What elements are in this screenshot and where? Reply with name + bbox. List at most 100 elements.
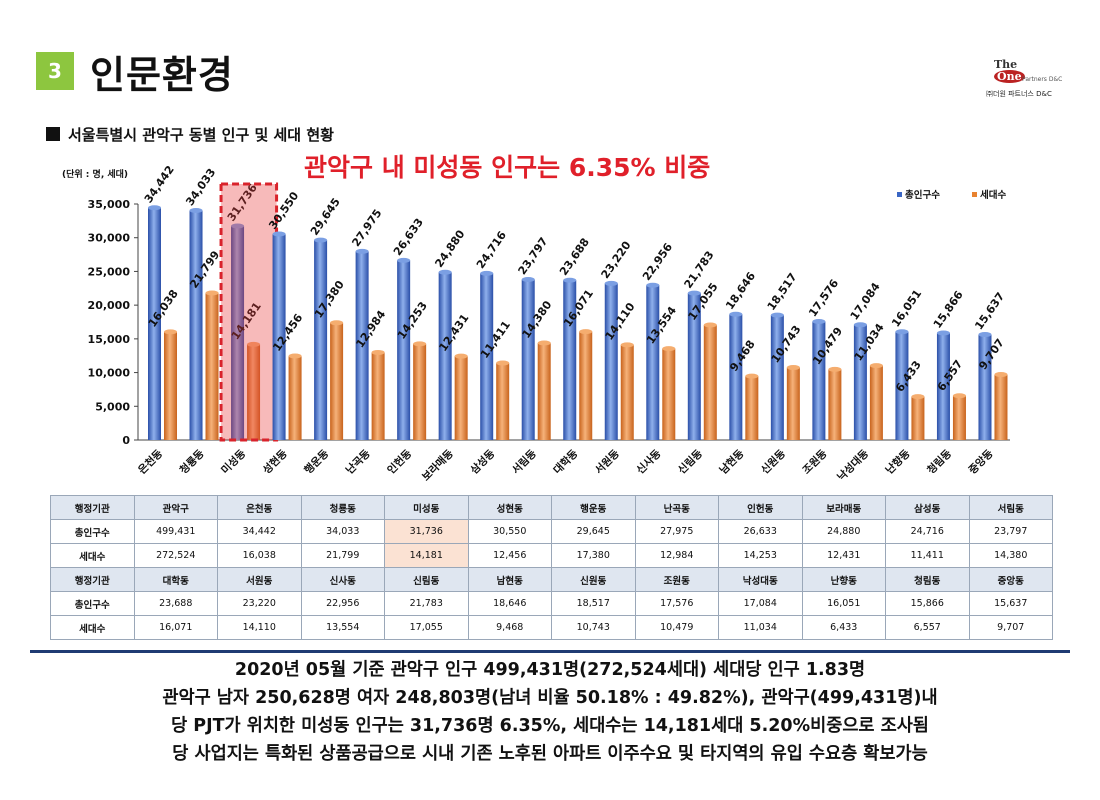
bar-households-cap xyxy=(620,342,634,348)
table-cell: 23,797 xyxy=(968,519,1053,544)
bar-population-cap xyxy=(812,318,826,324)
table-cell: 신원동 xyxy=(551,567,636,592)
population-bar-chart: 0 5,000 10,000 15,000 20,000 25,000 30,000 35,0… xyxy=(88,163,1010,484)
bar-population xyxy=(272,234,286,440)
bar-population-cap xyxy=(397,257,411,263)
bar-population xyxy=(978,334,992,440)
bar-households xyxy=(247,344,261,440)
table-cell: 6,557 xyxy=(885,615,970,640)
table-cell: 6,433 xyxy=(801,615,886,640)
bar-population-cap xyxy=(563,277,577,283)
table-cell: 34,442 xyxy=(217,519,302,544)
bar-households xyxy=(786,367,800,440)
x-category-label: 낙성대동 xyxy=(835,447,872,484)
table-cell: 22,956 xyxy=(300,591,385,616)
bar-households-cap xyxy=(537,340,551,346)
bar-households xyxy=(869,365,883,440)
x-category-label: 인헌동 xyxy=(385,447,415,477)
bar-population-cap xyxy=(272,231,286,237)
table-cell: 조원동 xyxy=(634,567,719,592)
bar-households-cap xyxy=(745,373,759,379)
table-cell: 24,880 xyxy=(801,519,886,544)
chart-legend: 총인구수 세대수 xyxy=(897,189,1006,201)
table-cell: 17,055 xyxy=(384,615,469,640)
bar-households-cap xyxy=(288,353,302,359)
table-cell: 31,736 xyxy=(384,519,469,544)
bar-population-cap xyxy=(729,311,743,317)
bar-population-cap xyxy=(687,290,701,296)
y-tick-label: 5,000 xyxy=(95,400,130,413)
bar-households-cap xyxy=(828,366,842,372)
table-cell: 인헌동 xyxy=(718,495,803,520)
bar-households-cap xyxy=(703,322,717,328)
bar-population xyxy=(853,324,867,440)
table-row-header: 행정기관 xyxy=(50,495,135,520)
table-cell: 17,380 xyxy=(551,543,636,568)
unit-label: (단위 : 명, 세대) xyxy=(62,170,129,180)
table-cell: 21,783 xyxy=(384,591,469,616)
x-category-label: 중앙동 xyxy=(967,447,996,476)
company-logo: The One Partners D&C ㈜더원 파트너스 D&C xyxy=(982,58,1074,102)
table-cell: 30,550 xyxy=(467,519,552,544)
bar-population-cap xyxy=(770,312,784,318)
value-label-population: 15,637 xyxy=(972,290,1007,332)
bar-population xyxy=(812,321,826,440)
value-label-population: 23,797 xyxy=(516,235,551,277)
summary-text: 2020년 05월 기준 관악구 인구 499,431명(272,524세대) … xyxy=(30,656,1070,768)
table-header-row: 행정기관 관악구 은천동 청룡동 미성동 성현동 행운동 난곡동 인헌동 보라매동 삼성동 서림동 xyxy=(50,495,1053,520)
logo-text-company: ㈜더원 파트너스 D&C xyxy=(986,90,1052,98)
y-tick-label: 30,000 xyxy=(88,232,131,245)
bar-population-cap xyxy=(231,223,245,229)
x-category-label: 미성동 xyxy=(218,447,248,477)
x-category-label: 조원동 xyxy=(800,447,830,477)
table-cell: 12,431 xyxy=(801,543,886,568)
bar-households xyxy=(164,331,177,440)
bar-households-cap xyxy=(164,329,177,335)
summary-line: 관악구 남자 250,628명 여자 248,803명(남녀 비율 50.18%… xyxy=(162,688,938,708)
bar-households-cap xyxy=(413,341,427,347)
table-cell: 삼성동 xyxy=(885,495,970,520)
bar-households xyxy=(371,352,385,440)
summary-line: 2020년 05월 기준 관악구 인구 499,431명(272,524세대) … xyxy=(234,660,866,680)
legend-swatch xyxy=(972,192,977,197)
section-number-badge: 3 xyxy=(36,52,74,90)
bar-population-cap xyxy=(148,205,161,211)
table-cell: 14,110 xyxy=(217,615,302,640)
bar-population xyxy=(355,251,369,440)
table-cell: 신사동 xyxy=(300,567,385,592)
bar-population xyxy=(231,226,245,440)
table-cell: 499,431 xyxy=(133,519,218,544)
bar-households xyxy=(537,343,551,440)
bar-population xyxy=(936,333,950,440)
value-label-population: 16,051 xyxy=(889,287,924,329)
bar-households xyxy=(745,376,759,440)
table-cell: 17,576 xyxy=(634,591,719,616)
table-header-row: 행정기관 대학동 서원동 신사동 신림동 남현동 신원동 조원동 낙성대동 난향동 청림동 중앙동 xyxy=(50,567,1053,592)
bar-population xyxy=(604,283,618,440)
table-row-header: 세대수 xyxy=(50,615,135,640)
logo-text-the: The xyxy=(994,58,1018,71)
value-label-population: 18,517 xyxy=(765,271,800,313)
x-category-label: 청룡동 xyxy=(177,447,207,477)
table-row-header: 행정기관 xyxy=(50,567,135,592)
y-tick-label: 25,000 xyxy=(88,265,131,278)
bar-population xyxy=(770,315,784,440)
bar-population xyxy=(397,260,411,440)
bar-households xyxy=(952,395,966,440)
table-cell: 14,253 xyxy=(718,543,803,568)
bar-population xyxy=(646,285,660,440)
x-category-label: 남현동 xyxy=(717,447,747,477)
table-cell: 미성동 xyxy=(384,495,469,520)
value-label-population: 15,866 xyxy=(931,288,966,331)
bar-households-cap xyxy=(205,290,219,296)
bar-households xyxy=(288,356,302,440)
bar-households-cap xyxy=(496,360,510,366)
table-cell: 26,633 xyxy=(718,519,803,544)
y-tick-label: 15,000 xyxy=(88,333,131,346)
table-cell: 9,468 xyxy=(467,615,552,640)
table-cell: 대학동 xyxy=(133,567,218,592)
bar-households-cap xyxy=(371,349,385,355)
value-label-population: 17,084 xyxy=(848,280,883,323)
table-cell: 16,038 xyxy=(217,543,302,568)
bar-households xyxy=(205,293,219,440)
